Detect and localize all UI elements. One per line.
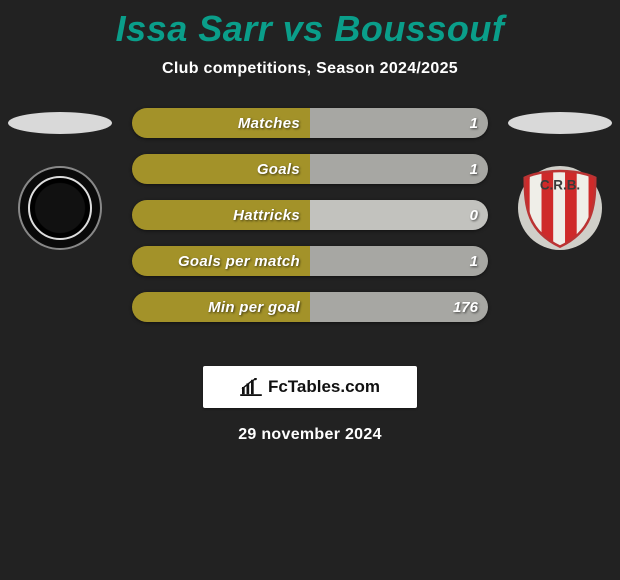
stat-right-value: 1 <box>470 108 478 138</box>
stat-right-value: 0 <box>470 200 478 230</box>
stat-label: Goals <box>257 161 300 178</box>
stat-right-value: 1 <box>470 246 478 276</box>
bar-right-half <box>310 154 488 184</box>
crb-shield-icon: C.R.B. <box>518 166 602 250</box>
stat-bars: Matches 1 Goals 1 Hattricks 0 Goals per match 1… <box>132 108 488 338</box>
subtitle: Club competitions, Season 2024/2025 <box>0 60 620 78</box>
logo-text: FcTables.com <box>268 377 380 397</box>
bar-left-half: Min per goal <box>132 292 310 322</box>
crb-letters: C.R.B. <box>540 178 580 193</box>
page-title: Issa Sarr vs Boussouf <box>0 0 620 50</box>
right-platform-ellipse <box>508 112 612 134</box>
bar-left-half: Goals <box>132 154 310 184</box>
left-badge-year: 1937 <box>50 221 70 231</box>
stat-right-value: 176 <box>453 292 478 322</box>
left-platform-ellipse <box>8 112 112 134</box>
bar-left-half: Hattricks <box>132 200 310 230</box>
bar-chart-icon <box>240 378 262 396</box>
stat-right-value: 1 <box>470 154 478 184</box>
right-club-badge: C.R.B. <box>518 166 602 250</box>
stat-label: Matches <box>238 115 300 132</box>
stat-label: Hattricks <box>233 207 300 224</box>
bar-right-half <box>310 200 488 230</box>
stat-row: Min per goal 176 <box>132 292 488 322</box>
skull-icon <box>49 191 71 213</box>
stat-row: Hattricks 0 <box>132 200 488 230</box>
stat-row: Goals 1 <box>132 154 488 184</box>
left-club-badge: 1937 <box>18 166 102 250</box>
stat-label: Goals per match <box>178 253 300 270</box>
bar-right-half <box>310 246 488 276</box>
stat-row: Goals per match 1 <box>132 246 488 276</box>
stat-row: Matches 1 <box>132 108 488 138</box>
comparison-arena: 1937 C.R.B. Matches 1 Goals 1 Hattricks 0 Goal… <box>0 108 620 358</box>
stat-label: Min per goal <box>208 299 300 316</box>
fctables-logo: FcTables.com <box>203 366 417 408</box>
bar-right-half <box>310 108 488 138</box>
bar-left-half: Matches <box>132 108 310 138</box>
date-caption: 29 november 2024 <box>0 426 620 444</box>
bar-left-half: Goals per match <box>132 246 310 276</box>
